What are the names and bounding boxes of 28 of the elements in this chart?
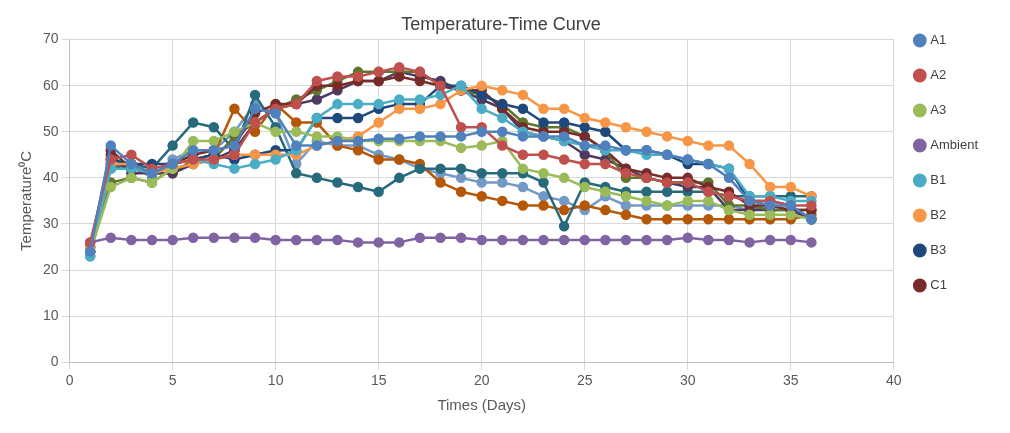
x-tick-label: 10 bbox=[267, 372, 284, 389]
y-tick-label: 0 bbox=[50, 353, 59, 370]
y-tick-label: 10 bbox=[42, 306, 59, 323]
x-tick-label: 0 bbox=[65, 372, 74, 389]
x-tick-label: 25 bbox=[576, 372, 593, 389]
x-tick-label: 20 bbox=[473, 372, 490, 389]
x-tick-label: 15 bbox=[370, 372, 387, 389]
x-tick-label: 35 bbox=[782, 372, 799, 389]
y-tick-label: 40 bbox=[42, 168, 59, 185]
y-axis-title: Temperature⁰C bbox=[17, 150, 35, 251]
legend-label: A3 bbox=[930, 102, 947, 118]
chart-title: Temperature-Time Curve bbox=[401, 13, 601, 34]
legend-label: B1 bbox=[930, 172, 947, 188]
legend-label: C1 bbox=[930, 277, 947, 293]
x-tick-label: 5 bbox=[168, 372, 177, 389]
x-axis-title: Times (Days) bbox=[437, 396, 526, 414]
legend-label: B3 bbox=[930, 242, 947, 258]
y-tick-label: 70 bbox=[42, 30, 59, 47]
y-tick-label: 30 bbox=[42, 214, 59, 231]
y-tick-label: 50 bbox=[42, 122, 59, 139]
x-tick-label: 30 bbox=[679, 372, 696, 389]
legend-label: A1 bbox=[930, 32, 947, 48]
legend-label: B2 bbox=[930, 207, 947, 223]
x-tick-label: 40 bbox=[886, 372, 902, 389]
y-tick-label: 20 bbox=[42, 260, 59, 277]
legend-label: A2 bbox=[930, 67, 947, 83]
legend-label: Ambient bbox=[930, 137, 979, 153]
y-tick-label: 60 bbox=[42, 76, 59, 93]
